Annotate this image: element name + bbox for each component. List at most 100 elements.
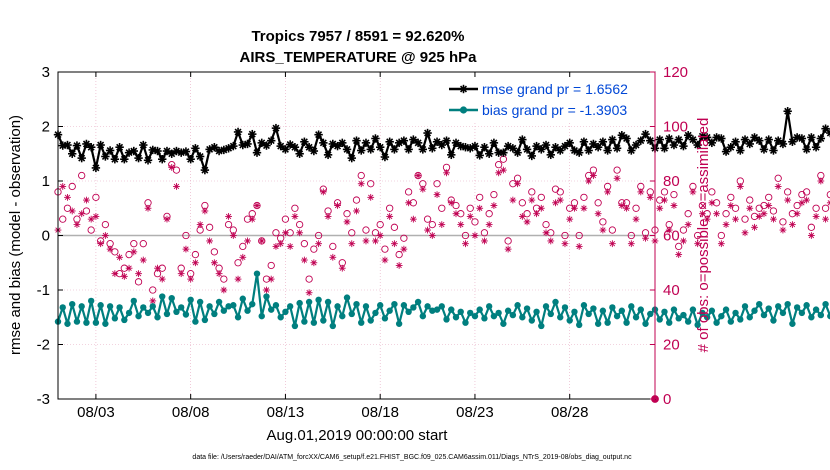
bias-point bbox=[557, 314, 564, 321]
obs-assimilated-point bbox=[338, 264, 346, 272]
obs-assimilated-point bbox=[391, 240, 398, 248]
obs-assimilated-point bbox=[703, 215, 711, 223]
bias-point bbox=[253, 270, 261, 277]
obs-possible-point bbox=[627, 231, 635, 240]
y-tick-label: -1 bbox=[37, 282, 50, 299]
y-tick-label: 3 bbox=[42, 64, 50, 81]
rmse-point bbox=[518, 135, 527, 144]
obs-possible-point bbox=[182, 231, 190, 240]
rmse-point bbox=[432, 137, 442, 146]
bias-point bbox=[670, 306, 678, 313]
obs-assimilated-point bbox=[571, 204, 578, 212]
obs-possible-point bbox=[224, 220, 233, 229]
obs-possible-point bbox=[802, 188, 811, 196]
obs-possible-point bbox=[371, 229, 380, 237]
obs-assimilated-point bbox=[499, 166, 507, 174]
rmse-point bbox=[499, 148, 508, 157]
rmse-point bbox=[200, 165, 210, 175]
bias-point bbox=[83, 319, 90, 326]
bias-point bbox=[798, 309, 806, 317]
obs-assimilated-point bbox=[561, 240, 569, 248]
bias-point bbox=[580, 302, 588, 309]
bias-point bbox=[59, 304, 66, 311]
obs-possible-point bbox=[172, 166, 181, 174]
obs-possible-point bbox=[722, 210, 730, 218]
obs-assimilated-point bbox=[822, 215, 829, 223]
obs-assimilated-point bbox=[386, 213, 394, 220]
obs-assimilated-point bbox=[689, 188, 697, 196]
bias-point bbox=[220, 307, 228, 314]
obs-assimilated-point bbox=[210, 259, 218, 267]
bias-point bbox=[765, 305, 772, 312]
obs-possible-point bbox=[523, 210, 531, 218]
obs-possible-point bbox=[494, 160, 503, 169]
obs-possible-point bbox=[471, 218, 479, 226]
bias-point bbox=[339, 312, 346, 320]
obs-assimilated-point bbox=[661, 196, 668, 204]
rmse-point bbox=[390, 145, 399, 154]
obs-assimilated-point bbox=[144, 204, 152, 212]
rmse-point bbox=[778, 139, 788, 149]
bias-point bbox=[647, 310, 654, 318]
rmse-point bbox=[233, 127, 243, 137]
obs-assimilated-point bbox=[826, 199, 830, 207]
rmse-point bbox=[276, 141, 285, 151]
obs-possible-point bbox=[149, 286, 157, 294]
bias-point bbox=[230, 302, 237, 309]
rmse-point bbox=[522, 145, 532, 154]
obs-possible-point bbox=[518, 199, 526, 207]
obs-possible-point bbox=[660, 188, 669, 196]
bias-point bbox=[599, 307, 607, 314]
obs-possible-point bbox=[272, 229, 280, 237]
obs-assimilated-point bbox=[533, 210, 540, 218]
obs-assimilated-point bbox=[135, 270, 142, 278]
obs-possible-point bbox=[765, 193, 773, 202]
bias-point bbox=[495, 309, 502, 317]
rmse-point bbox=[527, 151, 537, 161]
rmse-point bbox=[726, 143, 736, 152]
rmse-point bbox=[186, 155, 195, 164]
bias-point bbox=[817, 311, 825, 319]
obs-possible-point bbox=[485, 210, 493, 218]
bias-point bbox=[481, 315, 488, 322]
obs-assimilated-point bbox=[277, 240, 285, 248]
obs-assimilated-point bbox=[642, 234, 649, 242]
rmse-point bbox=[598, 137, 608, 146]
x-tick-label: 08/03 bbox=[77, 404, 115, 421]
obs-assimilated-point bbox=[196, 221, 204, 228]
bias-point bbox=[703, 314, 711, 321]
bias-point bbox=[64, 320, 71, 327]
bias-point bbox=[305, 298, 313, 306]
rmse-point bbox=[811, 143, 821, 152]
bias-line bbox=[56, 272, 830, 328]
bias-point bbox=[547, 310, 554, 318]
obs-assimilated-point bbox=[73, 221, 81, 228]
rmse-point bbox=[243, 139, 252, 149]
obs-assimilated-point bbox=[803, 196, 811, 204]
obs-assimilated-point bbox=[556, 196, 564, 204]
bias-point bbox=[116, 304, 123, 311]
obs-assimilated-point bbox=[618, 202, 626, 209]
bias-point bbox=[822, 300, 829, 308]
bias-point bbox=[500, 320, 507, 327]
bias-point bbox=[774, 303, 782, 310]
bias-point bbox=[386, 307, 393, 314]
obs-assimilated-point bbox=[372, 237, 379, 245]
bias-point bbox=[239, 295, 246, 302]
bias-point bbox=[320, 317, 327, 324]
obs-assimilated-point bbox=[433, 191, 441, 199]
bias-point bbox=[770, 317, 777, 324]
bias-point bbox=[609, 304, 616, 311]
x-tick-label: 08/13 bbox=[267, 404, 305, 421]
obs-assimilated-point bbox=[139, 256, 147, 264]
obs-possible-point bbox=[63, 204, 72, 212]
rmse-point bbox=[773, 136, 783, 145]
bias-point bbox=[713, 319, 720, 326]
obs-assimilated-point bbox=[68, 207, 76, 215]
obs-assimilated-point bbox=[154, 264, 161, 272]
obs-assimilated-point bbox=[457, 221, 465, 228]
obs-assimilated-point bbox=[315, 240, 322, 248]
rmse-point bbox=[375, 143, 385, 152]
obs-assimilated-point bbox=[334, 202, 341, 209]
obs-possible-point bbox=[234, 259, 242, 267]
